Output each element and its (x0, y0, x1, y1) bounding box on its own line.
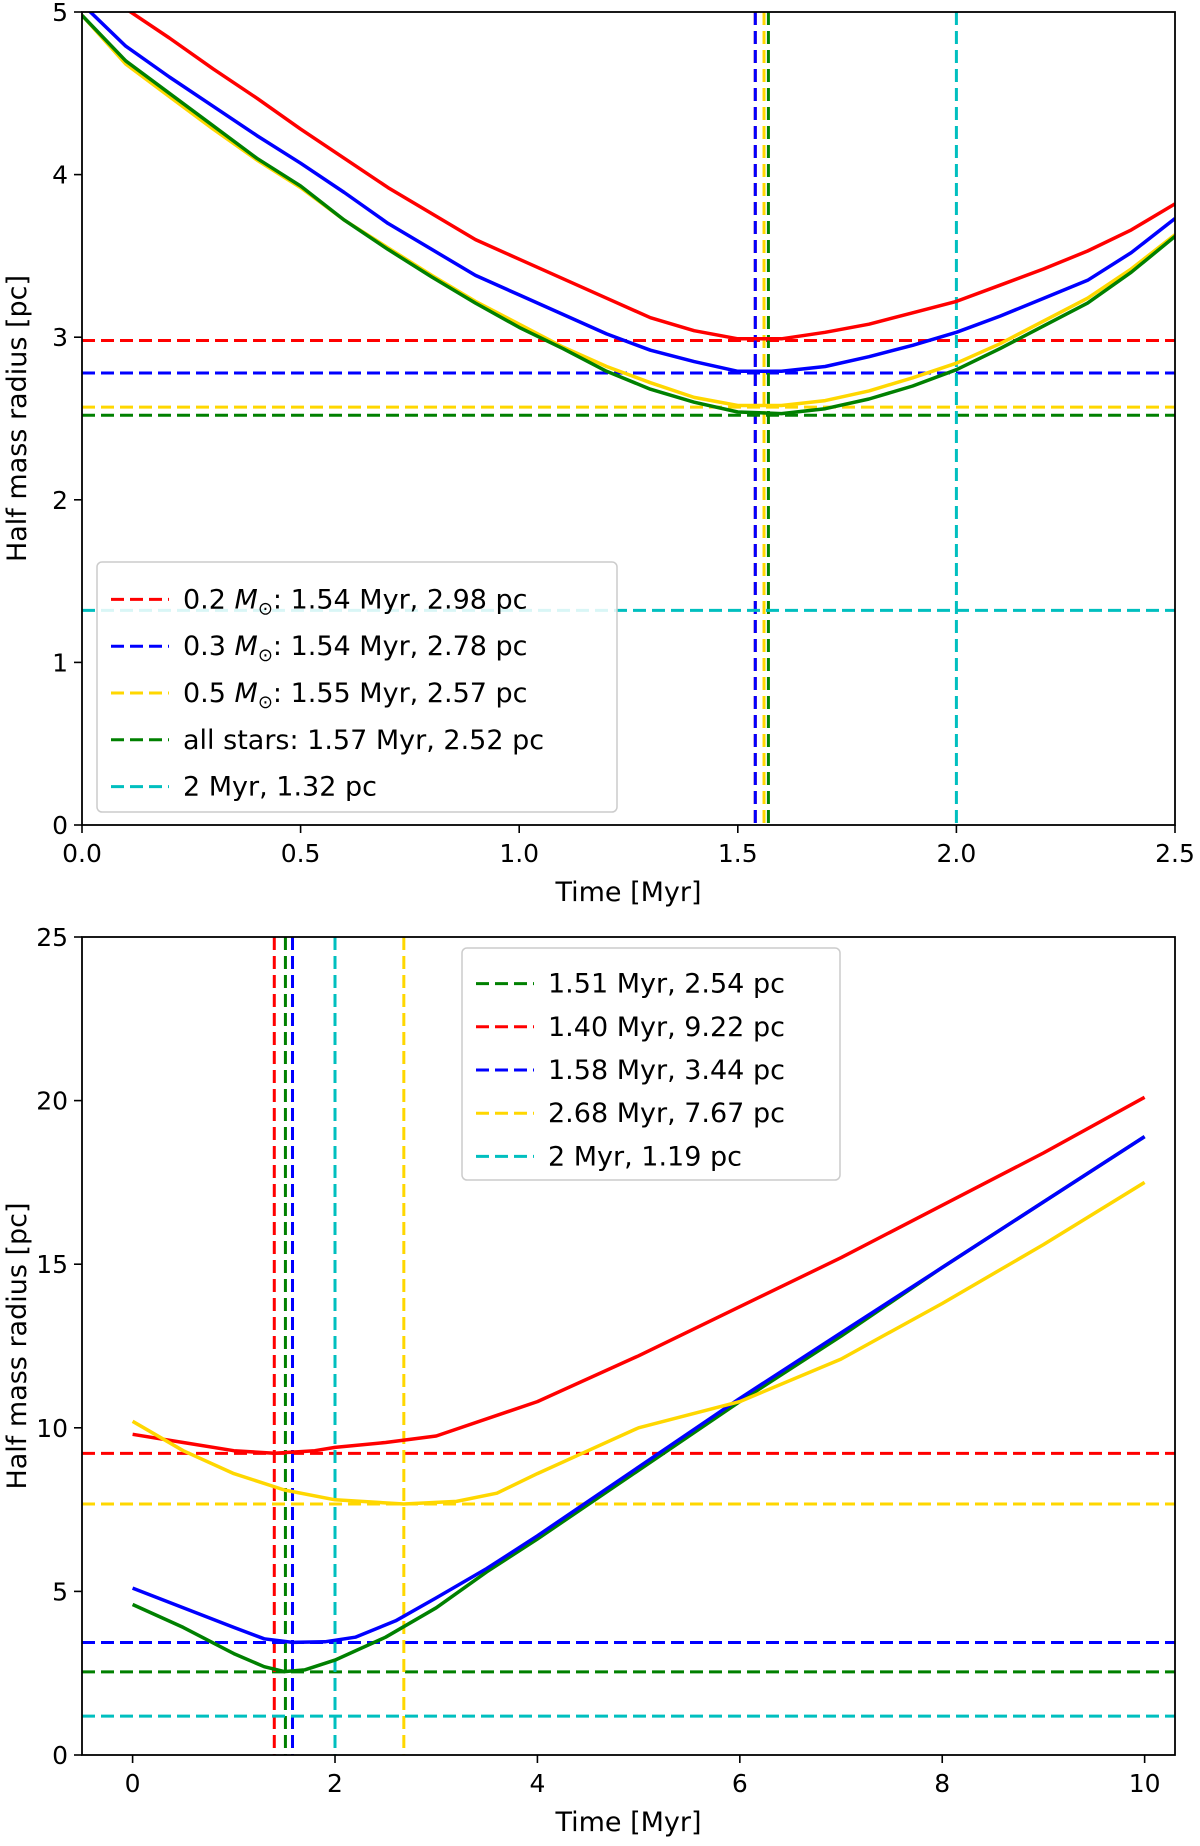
bottom-legend: 1.51 Myr, 2.54 pc 1.40 Myr, 9.22 pc 1.58 M… (461, 947, 841, 1181)
top-ytick-label-1: 1 (52, 648, 68, 677)
top-legend-rest-0: : 1.54 Myr, 2.98 pc (273, 584, 528, 615)
bottom-ytick-label-2: 10 (36, 1414, 68, 1443)
top-xtick-label-0: 0.0 (62, 839, 102, 868)
bottom-legend-box (461, 947, 841, 1181)
top-legend: 0.2 M⊙: 1.54 Myr, 2.98 pc0.3 M⊙: 1.54 My… (96, 561, 618, 813)
bottom-legend-text-1: 1.40 Myr, 9.22 pc (548, 1012, 785, 1043)
top-axes (81, 11, 1176, 826)
bottom-xtick-label-3: 6 (732, 1769, 748, 1798)
top-ytick-label-4: 4 (52, 161, 68, 190)
top-y-axis-label: Half mass radius [pc] (2, 275, 33, 562)
top-legend-label-4: 2 Myr, 1.32 pc (183, 772, 377, 803)
top-plot-frame (81, 11, 1176, 826)
top-xtick-label-4: 2.0 (937, 839, 977, 868)
bottom-ytick-label-3: 15 (36, 1250, 68, 1279)
bottom-legend-text-3: 2.68 Myr, 7.67 pc (548, 1098, 785, 1129)
bottom-legend-label-1: 1.40 Myr, 9.22 pc (548, 1012, 785, 1043)
bottom-legend-label-2: 1.58 Myr, 3.44 pc (548, 1055, 785, 1086)
top-series-line-2 (82, 14, 1175, 408)
bottom-plot-frame (81, 936, 1176, 1756)
bottom-legend-label-3: 2.68 Myr, 7.67 pc (548, 1098, 785, 1129)
top-xtick-label-1: 0.5 (281, 839, 321, 868)
top-legend-text-0: 0.2 (183, 584, 235, 615)
bottom-legend-text-0: 1.51 Myr, 2.54 pc (548, 969, 785, 1000)
top-x-axis-label: Time [Myr] (554, 877, 701, 908)
bottom-series-line-0 (131, 1135, 1146, 1674)
bottom-xtick-label-4: 8 (934, 1769, 950, 1798)
bottom-ticks: 0 2 4 6 8 10 0 5 10 15 20 25 (36, 923, 1160, 1798)
bottom-xtick-label-2: 4 (529, 1769, 545, 1798)
top-ytick-label-3: 3 (52, 323, 68, 352)
top-legend-math-0: M (235, 584, 258, 615)
top-ytick-label-2: 2 (52, 486, 68, 515)
top-legend-text-3: all stars: 1.57 Myr, 2.52 pc (183, 725, 544, 756)
bottom-axes (81, 936, 1176, 1756)
bottom-ytick-label-1: 5 (52, 1577, 68, 1606)
bottom-series-line-1 (132, 1095, 1146, 1456)
bottom-legend-label-0: 1.51 Myr, 2.54 pc (548, 969, 785, 1000)
bottom-series (131, 1095, 1146, 1674)
top-ytick-label-5: 5 (52, 0, 68, 27)
top-legend-label-0: 0.2 M⊙: 1.54 Myr, 2.98 pc (183, 584, 528, 619)
bottom-ytick-label-4: 20 (36, 1087, 68, 1116)
top-chart: 0.0 0.5 1.0 1.5 2.0 2.5 0 1 2 3 4 5 Time [Myr] Half… (2, 0, 1195, 908)
top-legend-box (96, 561, 618, 813)
bottom-x-axis-label: Time [Myr] (554, 1807, 701, 1838)
bottom-ytick-label-5: 25 (36, 923, 68, 952)
bottom-xtick-label-5: 10 (1129, 1769, 1161, 1798)
bottom-chart: 0 2 4 6 8 10 0 5 10 15 20 25 Time [Myr] Half mass r… (2, 923, 1176, 1838)
bottom-y-axis-label: Half mass radius [pc] (2, 1202, 33, 1489)
bottom-legend-text-4: 2 Myr, 1.19 pc (548, 1141, 742, 1172)
bottom-ytick-label-0: 0 (52, 1741, 68, 1770)
top-legend-sub-2: ⊙ (258, 692, 273, 713)
top-legend-math-1: M (235, 631, 258, 662)
top-series-line-3 (82, 14, 1175, 416)
top-series-line-1 (87, 12, 1175, 374)
top-ytick-label-0: 0 (52, 811, 68, 840)
bottom-xtick-label-0: 0 (125, 1769, 141, 1798)
top-legend-text-4: 2 Myr, 1.32 pc (183, 772, 377, 803)
top-ticks: 0.0 0.5 1.0 1.5 2.0 2.5 0 1 2 3 4 5 (52, 0, 1195, 868)
top-xtick-label-5: 2.5 (1155, 839, 1195, 868)
bottom-legend-label-4: 2 Myr, 1.19 pc (548, 1141, 742, 1172)
bottom-legend-text-2: 1.58 Myr, 3.44 pc (548, 1055, 785, 1086)
top-legend-rest-1: : 1.54 Myr, 2.78 pc (273, 631, 528, 662)
bottom-xtick-label-1: 2 (327, 1769, 343, 1798)
top-series (82, 12, 1175, 416)
top-legend-text-2: 0.5 (183, 678, 235, 709)
top-legend-math-2: M (235, 678, 258, 709)
bottom-series-line-2 (131, 1135, 1146, 1645)
top-legend-label-2: 0.5 M⊙: 1.55 Myr, 2.57 pc (183, 678, 528, 713)
bottom-series-line-3 (131, 1180, 1146, 1506)
top-legend-sub-1: ⊙ (258, 645, 273, 666)
top-series-line-0 (127, 12, 1175, 341)
top-legend-rest-2: : 1.55 Myr, 2.57 pc (273, 678, 528, 709)
top-legend-label-1: 0.3 M⊙: 1.54 Myr, 2.78 pc (183, 631, 528, 666)
top-xtick-label-3: 1.5 (718, 839, 758, 868)
top-legend-label-3: all stars: 1.57 Myr, 2.52 pc (183, 725, 544, 756)
top-xtick-label-2: 1.0 (499, 839, 539, 868)
top-legend-text-1: 0.3 (183, 631, 235, 662)
top-legend-sub-0: ⊙ (258, 598, 273, 619)
